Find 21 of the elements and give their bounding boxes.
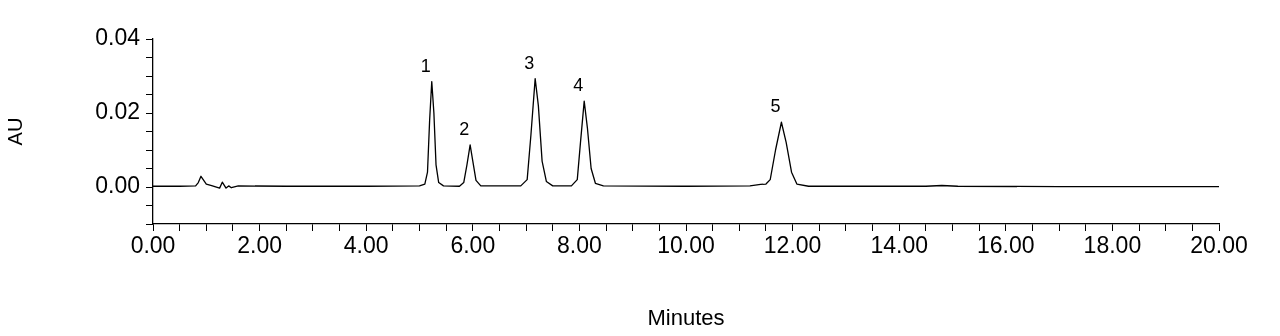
x-tick-label: 14.00 (870, 232, 928, 259)
x-tick-label: 16.00 (977, 232, 1035, 259)
x-tick-label: 12.00 (763, 232, 822, 259)
x-tick-label: 4.00 (343, 232, 389, 259)
y-tick-label: 0.02 (95, 98, 140, 125)
annotation: 4 (573, 75, 584, 96)
y-tick-label: 0.00 (95, 172, 140, 199)
x-tick-label: 20.00 (1190, 232, 1248, 259)
y-tick-label: 0.04 (95, 24, 141, 51)
x-tick-label: 6.00 (450, 232, 496, 259)
x-axis-title: Minutes (647, 304, 725, 330)
x-tick-label: 8.00 (557, 232, 602, 259)
x-tick-label: 0.00 (130, 232, 176, 259)
annotation: 1 (420, 55, 431, 76)
annotation: 3 (524, 52, 535, 73)
x-tick-label: 18.00 (1083, 232, 1142, 259)
y-axis-title: AU (3, 117, 26, 146)
annotation: 2 (459, 118, 470, 139)
x-tick-label: 2.00 (237, 232, 282, 259)
annotation: 5 (770, 96, 781, 117)
x-tick-label: 10.00 (657, 232, 715, 259)
